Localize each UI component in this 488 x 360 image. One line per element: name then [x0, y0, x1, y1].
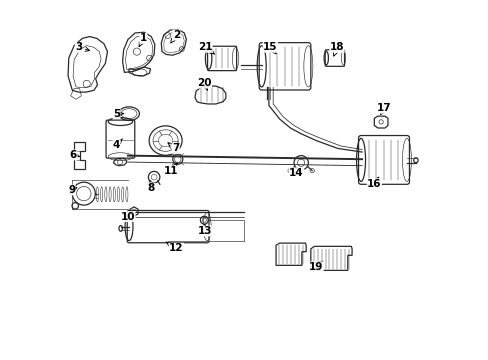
Text: 20: 20: [197, 78, 211, 90]
Text: 16: 16: [366, 177, 381, 189]
Text: 11: 11: [163, 163, 178, 176]
Text: 12: 12: [166, 242, 183, 253]
Text: 3: 3: [75, 42, 89, 52]
Text: 5: 5: [113, 109, 123, 119]
Text: 10: 10: [121, 212, 135, 221]
Text: 9: 9: [68, 185, 77, 195]
Text: 6: 6: [70, 150, 80, 160]
Text: 18: 18: [329, 42, 344, 56]
Text: 1: 1: [139, 33, 147, 46]
Text: 8: 8: [147, 183, 155, 193]
Text: 4: 4: [113, 139, 122, 150]
Text: 21: 21: [198, 42, 214, 54]
Text: 7: 7: [167, 143, 179, 153]
Text: 2: 2: [170, 30, 180, 43]
Text: 19: 19: [308, 261, 323, 272]
Text: 14: 14: [288, 168, 303, 178]
Text: 13: 13: [198, 225, 212, 236]
Text: 15: 15: [263, 42, 277, 54]
Text: 17: 17: [376, 103, 391, 114]
